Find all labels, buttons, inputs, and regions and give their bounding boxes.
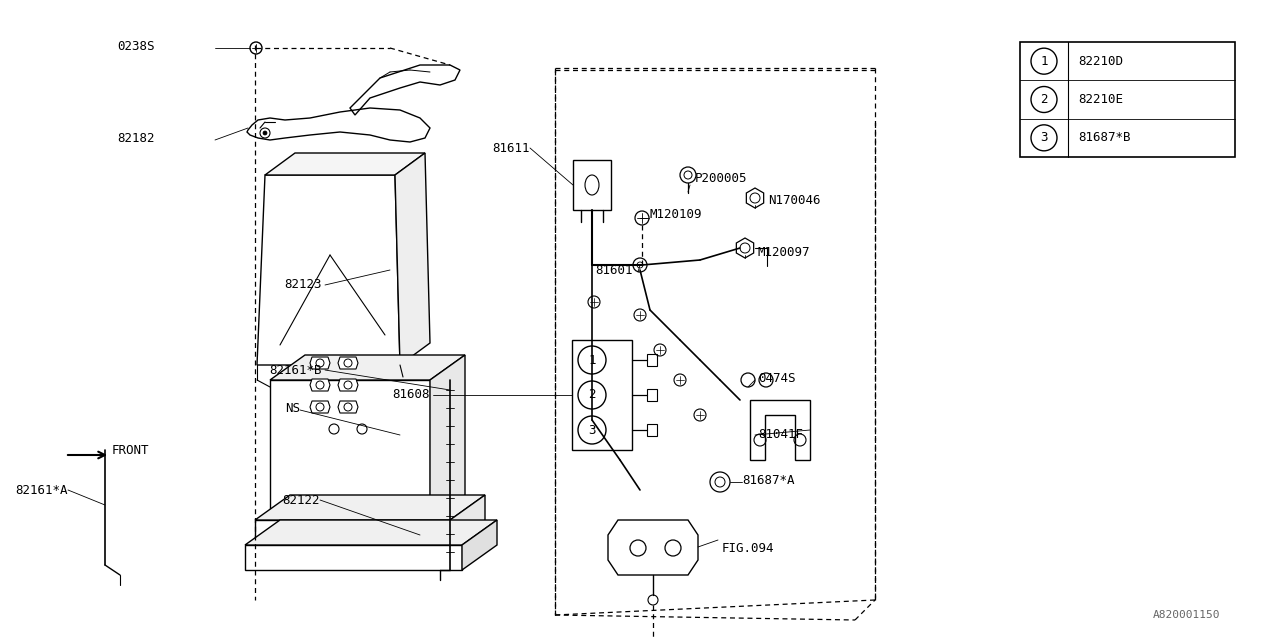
Text: 81608: 81608 <box>393 388 430 401</box>
Text: 81687*B: 81687*B <box>1078 131 1130 145</box>
Text: 2: 2 <box>1041 93 1048 106</box>
Polygon shape <box>310 379 330 391</box>
Text: NS: NS <box>285 401 300 415</box>
Polygon shape <box>270 380 430 520</box>
Polygon shape <box>736 238 754 258</box>
Text: FRONT: FRONT <box>113 444 150 456</box>
Polygon shape <box>338 357 358 369</box>
Text: M120109: M120109 <box>650 209 703 221</box>
Polygon shape <box>310 401 330 413</box>
Polygon shape <box>430 355 465 520</box>
Text: FIG.094: FIG.094 <box>722 541 774 554</box>
Text: P200005: P200005 <box>695 172 748 184</box>
Polygon shape <box>255 520 451 545</box>
Text: M120097: M120097 <box>758 246 810 259</box>
Polygon shape <box>572 340 632 450</box>
Polygon shape <box>462 520 497 570</box>
Polygon shape <box>451 495 485 545</box>
Text: 0238S: 0238S <box>118 40 155 54</box>
Text: 1: 1 <box>589 353 595 367</box>
Text: 3: 3 <box>1041 131 1048 145</box>
Text: N170046: N170046 <box>768 193 820 207</box>
Text: 81687*A: 81687*A <box>742 474 795 486</box>
Polygon shape <box>746 188 764 208</box>
Circle shape <box>250 42 262 54</box>
Text: 81611: 81611 <box>493 141 530 154</box>
Text: 82123: 82123 <box>284 278 323 291</box>
Text: 82210E: 82210E <box>1078 93 1123 106</box>
Text: 1: 1 <box>1041 54 1048 68</box>
Text: A820001150: A820001150 <box>1152 610 1220 620</box>
Polygon shape <box>396 153 430 365</box>
Text: 82210D: 82210D <box>1078 54 1123 68</box>
Polygon shape <box>265 153 425 175</box>
Text: 82122: 82122 <box>283 493 320 506</box>
Text: 81041F: 81041F <box>758 429 803 442</box>
Polygon shape <box>244 545 462 570</box>
Polygon shape <box>310 357 330 369</box>
Polygon shape <box>255 495 485 520</box>
Text: 2: 2 <box>589 388 595 401</box>
Text: 0474S: 0474S <box>758 371 795 385</box>
Polygon shape <box>338 379 358 391</box>
Text: 81601: 81601 <box>595 264 632 276</box>
Polygon shape <box>257 175 399 365</box>
Polygon shape <box>270 355 465 380</box>
Polygon shape <box>244 520 497 545</box>
Text: 82161*B: 82161*B <box>270 364 323 376</box>
Text: 82182: 82182 <box>118 131 155 145</box>
Polygon shape <box>338 401 358 413</box>
Polygon shape <box>573 160 611 210</box>
Text: 3: 3 <box>589 424 595 436</box>
Circle shape <box>262 131 268 135</box>
Text: 82161*A: 82161*A <box>15 483 68 497</box>
